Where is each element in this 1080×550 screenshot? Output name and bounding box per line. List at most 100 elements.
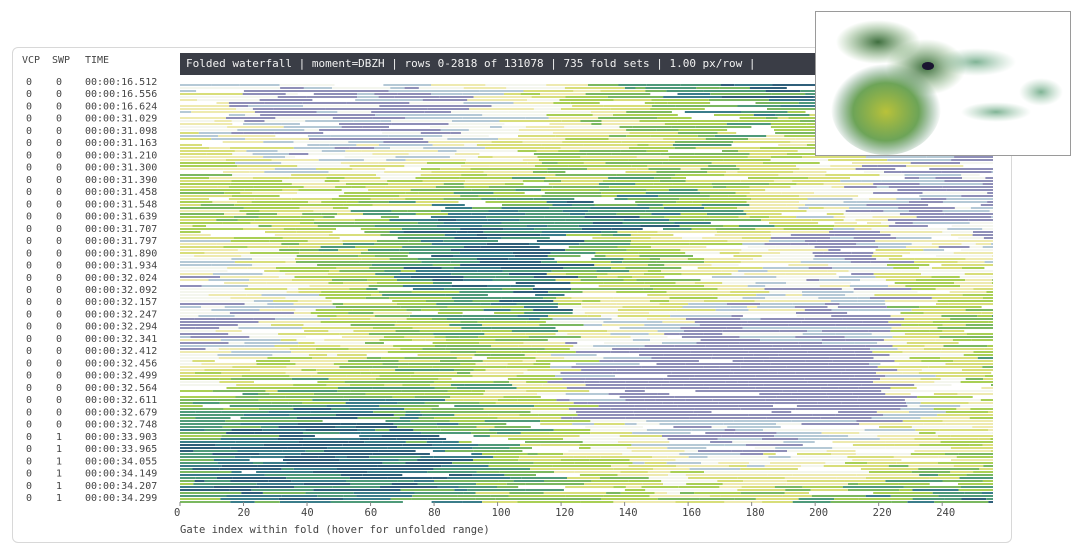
raster-segment <box>897 378 921 380</box>
raster-segment <box>297 165 350 167</box>
raster-segment <box>431 171 484 173</box>
raster-segment <box>919 306 982 308</box>
raster-segment <box>800 465 824 467</box>
raster-segment <box>816 240 876 242</box>
raster-segment <box>782 96 814 98</box>
raster-segment <box>666 462 701 464</box>
raster-segment <box>397 480 414 482</box>
raster-segment <box>829 435 849 437</box>
raster-segment <box>483 393 538 395</box>
raster-segment <box>484 420 541 422</box>
raster-segment <box>392 396 415 398</box>
raster-segment <box>952 339 972 341</box>
raster-segment <box>393 414 406 416</box>
raster-segment <box>348 399 386 401</box>
raster-segment <box>325 297 366 299</box>
raster-segment <box>445 336 460 338</box>
raster-segment <box>339 432 361 434</box>
raster-segment <box>180 198 209 200</box>
raster-segment <box>180 99 197 101</box>
raster-segment <box>439 309 484 311</box>
raster-segment <box>493 192 525 194</box>
raster-segment <box>590 432 633 434</box>
raster-segment <box>605 255 640 257</box>
raster-segment <box>768 249 829 251</box>
raster-segment <box>727 426 781 428</box>
raster-segment <box>536 240 585 242</box>
raster-segment <box>892 345 925 347</box>
raster-segment <box>480 246 540 248</box>
raster-segment <box>695 390 758 392</box>
raster-segment <box>270 297 286 299</box>
raster-segment <box>812 252 824 254</box>
raster-segment <box>689 156 748 158</box>
raster-segment <box>213 486 241 488</box>
raster-segment <box>508 258 555 260</box>
raster-segment <box>512 300 554 302</box>
raster-segment <box>953 465 984 467</box>
raster-segment <box>473 450 496 452</box>
waterfall-raster[interactable] <box>180 84 993 503</box>
raster-segment <box>287 204 344 206</box>
raster-segment <box>613 486 626 488</box>
raster-segment <box>388 90 421 92</box>
raster-segment <box>180 459 214 461</box>
raster-segment <box>966 474 993 476</box>
raster-segment <box>629 132 678 134</box>
raster-segment <box>799 195 859 197</box>
raster-segment <box>497 486 519 488</box>
raster-segment <box>424 111 451 113</box>
raster-segment <box>740 492 785 494</box>
raster-segment <box>705 432 735 434</box>
raster-segment <box>837 306 887 308</box>
raster-segment <box>768 456 791 458</box>
raster-segment <box>957 393 993 395</box>
raster-segment <box>565 393 609 395</box>
raster-segment <box>628 480 662 482</box>
raster-segment <box>339 459 399 461</box>
raster-segment <box>858 387 891 389</box>
raster-segment <box>440 168 471 170</box>
raster-segment <box>884 171 902 173</box>
raster-segment <box>751 198 808 200</box>
raster-segment <box>918 468 980 470</box>
raster-segment <box>252 192 298 194</box>
raster-segment <box>615 180 660 182</box>
raster-segment <box>711 276 777 278</box>
raster-segment <box>180 207 244 209</box>
raster-segment <box>743 360 764 362</box>
raster-segment <box>982 228 993 230</box>
column-header: TIME <box>85 55 109 66</box>
radar-preview[interactable] <box>815 11 1071 156</box>
raster-segment <box>180 486 214 488</box>
raster-segment <box>911 243 932 245</box>
raster-segment <box>382 294 425 296</box>
raster-segment <box>434 336 446 338</box>
raster-segment <box>912 498 945 500</box>
raster-segment <box>460 195 479 197</box>
raster-segment <box>516 303 559 305</box>
raster-segment <box>809 114 821 116</box>
raster-segment <box>431 84 486 86</box>
raster-segment <box>180 342 229 344</box>
raster-segment <box>695 147 760 149</box>
raster-segment <box>247 267 276 269</box>
raster-segment <box>501 237 550 239</box>
raster-segment <box>449 156 478 158</box>
raster-segment <box>869 297 932 299</box>
raster-segment <box>568 162 584 164</box>
raster-segment <box>678 444 725 446</box>
raster-segment <box>180 468 193 470</box>
raster-segment <box>374 243 432 245</box>
raster-segment <box>869 198 897 200</box>
raster-segment <box>180 333 229 335</box>
raster-segment <box>888 225 928 227</box>
raster-segment <box>806 210 846 212</box>
raster-segment <box>668 294 713 296</box>
raster-segment <box>399 273 438 275</box>
row-swp: 1 <box>56 493 62 504</box>
raster-segment <box>566 234 602 236</box>
raster-segment <box>463 183 505 185</box>
raster-segment <box>277 213 303 215</box>
raster-segment <box>654 492 668 494</box>
